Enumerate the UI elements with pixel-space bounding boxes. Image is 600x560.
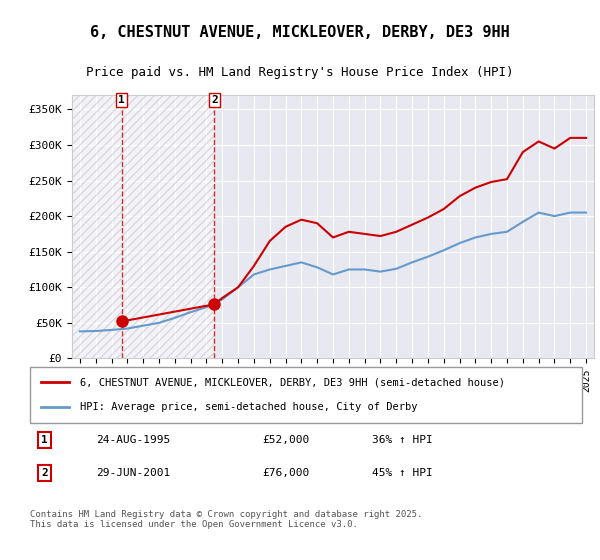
Bar (72, 95, 122, 358)
Text: 2: 2 (211, 95, 218, 105)
Text: 1: 1 (41, 435, 48, 445)
Text: 1: 1 (118, 95, 125, 105)
Text: 6, CHESTNUT AVENUE, MICKLEOVER, DERBY, DE3 9HH: 6, CHESTNUT AVENUE, MICKLEOVER, DERBY, D… (90, 25, 510, 40)
Bar (122, 95, 214, 358)
Text: 6, CHESTNUT AVENUE, MICKLEOVER, DERBY, DE3 9HH (semi-detached house): 6, CHESTNUT AVENUE, MICKLEOVER, DERBY, D… (80, 377, 505, 388)
Text: Contains HM Land Registry data © Crown copyright and database right 2025.
This d: Contains HM Land Registry data © Crown c… (30, 510, 422, 529)
Text: £52,000: £52,000 (262, 435, 309, 445)
Text: Price paid vs. HM Land Registry's House Price Index (HPI): Price paid vs. HM Land Registry's House … (86, 66, 514, 78)
Text: 24-AUG-1995: 24-AUG-1995 (96, 435, 170, 445)
Text: 2: 2 (41, 468, 48, 478)
Text: 45% ↑ HPI: 45% ↑ HPI (372, 468, 433, 478)
Text: HPI: Average price, semi-detached house, City of Derby: HPI: Average price, semi-detached house,… (80, 402, 417, 412)
FancyBboxPatch shape (30, 367, 582, 423)
Text: £76,000: £76,000 (262, 468, 309, 478)
Text: 29-JUN-2001: 29-JUN-2001 (96, 468, 170, 478)
Text: 36% ↑ HPI: 36% ↑ HPI (372, 435, 433, 445)
